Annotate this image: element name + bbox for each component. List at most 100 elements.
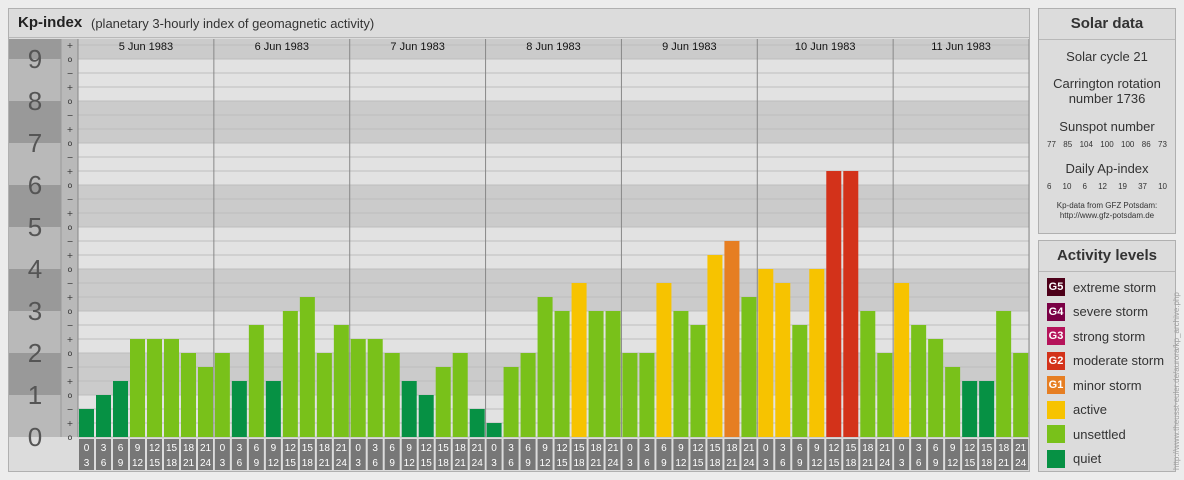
kp-bar [79,408,94,437]
interval-end-label: 24 [879,458,891,469]
interval-end-label: 15 [421,458,433,469]
interval-end-label: 12 [268,458,280,469]
interval-cell [690,439,706,470]
interval-cell [622,439,638,470]
ap-index-value: 10 [1158,182,1167,191]
kp-bar [265,381,281,437]
kp-level-band [78,143,1029,185]
interval-cell [911,439,927,470]
interval-end-label: 24 [743,458,755,469]
day-label: 6 Jun 1983 [255,41,309,53]
legend-swatch: G4 [1047,302,1065,321]
activity-levels-panel: Activity levels G5 extreme storm G4 severe … [1038,240,1176,472]
interval-start-label: 12 [692,443,704,454]
y-tick-label: 2 [28,338,42,368]
interval-start-label: 18 [183,443,195,454]
interval-cell [198,439,213,470]
kp-bar [401,381,417,437]
interval-end-label: 9 [525,458,531,469]
legend-swatch [1047,400,1065,419]
legend-item: G2 moderate storm [1039,349,1175,374]
interval-start-label: 3 [101,443,107,454]
kp-bar [605,311,621,437]
kp-chart-panel: Kp-index (planetary 3-hourly index of ge… [8,8,1030,472]
sublevel-marker: − [67,363,74,372]
interval-cell [792,439,808,470]
kp-bar [130,339,145,437]
kp-bar [571,282,587,437]
interval-end-label: 3 [763,458,769,469]
kp-bar [520,353,536,437]
interval-start-label: 9 [950,443,956,454]
sublevel-marker: − [67,237,74,246]
kp-bar [741,297,757,437]
interval-end-label: 21 [862,458,874,469]
kp-bar [622,353,638,437]
sunspot-value: 85 [1063,140,1073,149]
interval-cell [673,439,689,470]
interval-end-label: 9 [661,458,667,469]
interval-end-label: 3 [899,458,905,469]
kp-bar [248,324,264,437]
interval-end-label: 6 [780,458,786,469]
y-tick-label: 7 [28,128,42,158]
kp-level-label-cell [9,311,61,353]
interval-end-label: 12 [675,458,687,469]
kp-level-label-cell [9,269,61,311]
source-watermark: http://www.theusst-euler.de/aurora/kp_ar… [1172,292,1181,470]
legend-item: unsettled [1039,422,1175,447]
interval-end-label: 3 [491,458,497,469]
kp-bar [452,353,468,437]
interval-cell [79,439,94,470]
legend-label: active [1073,402,1107,418]
kp-bar [418,395,434,437]
interval-end-label: 21 [183,458,195,469]
interval-end-label: 12 [947,458,959,469]
interval-start-label: 12 [557,443,569,454]
ap-index-value: 6 [1047,182,1052,191]
kp-bar [1013,353,1029,437]
interval-end-label: 12 [540,458,552,469]
legend-label: strong storm [1073,328,1146,344]
interval-end-label: 21 [455,458,467,469]
interval-cell [656,439,672,470]
interval-end-label: 18 [981,458,993,469]
kp-bar [894,282,910,437]
kp-level-band [78,269,1029,311]
sublevel-marker: − [67,153,74,162]
chart-header: Kp-index (planetary 3-hourly index of ge… [9,9,1029,38]
kp-bar [537,297,553,437]
credit-line-2: http://www.gfz-potsdam.de [1059,211,1155,220]
interval-cell [945,439,961,470]
sublevel-marker: o [68,265,73,274]
day-label: 9 Jun 1983 [662,41,716,53]
legend-item: G3 strong storm [1039,324,1175,349]
interval-end-label: 9 [933,458,939,469]
legend-swatch [1047,449,1065,468]
kp-bar [877,353,893,437]
interval-cell [350,439,366,470]
interval-end-label: 24 [200,458,212,469]
interval-start-label: 9 [542,443,548,454]
kp-bar [503,366,519,437]
interval-start-label: 21 [1015,443,1027,454]
interval-end-label: 15 [149,458,161,469]
sublevel-marker: o [68,223,73,232]
interval-start-label: 9 [406,443,412,454]
sublevel-marker: − [67,321,74,330]
sublevel-marker: o [68,97,73,106]
legend-swatch: G1 [1047,376,1065,395]
interval-cell [741,439,757,470]
kp-level-band [78,185,1029,227]
interval-end-label: 12 [811,458,823,469]
sublevel-marker: o [68,349,73,358]
interval-start-label: 6 [797,443,803,454]
interval-end-label: 6 [916,458,922,469]
kp-bar [911,324,927,437]
day-label: 5 Jun 1983 [119,41,173,53]
interval-start-label: 3 [237,443,243,454]
sublevel-marker: + [67,251,74,260]
legend-swatch [1047,425,1065,444]
kp-bar [198,366,213,437]
sublevel-marker: − [67,69,74,78]
